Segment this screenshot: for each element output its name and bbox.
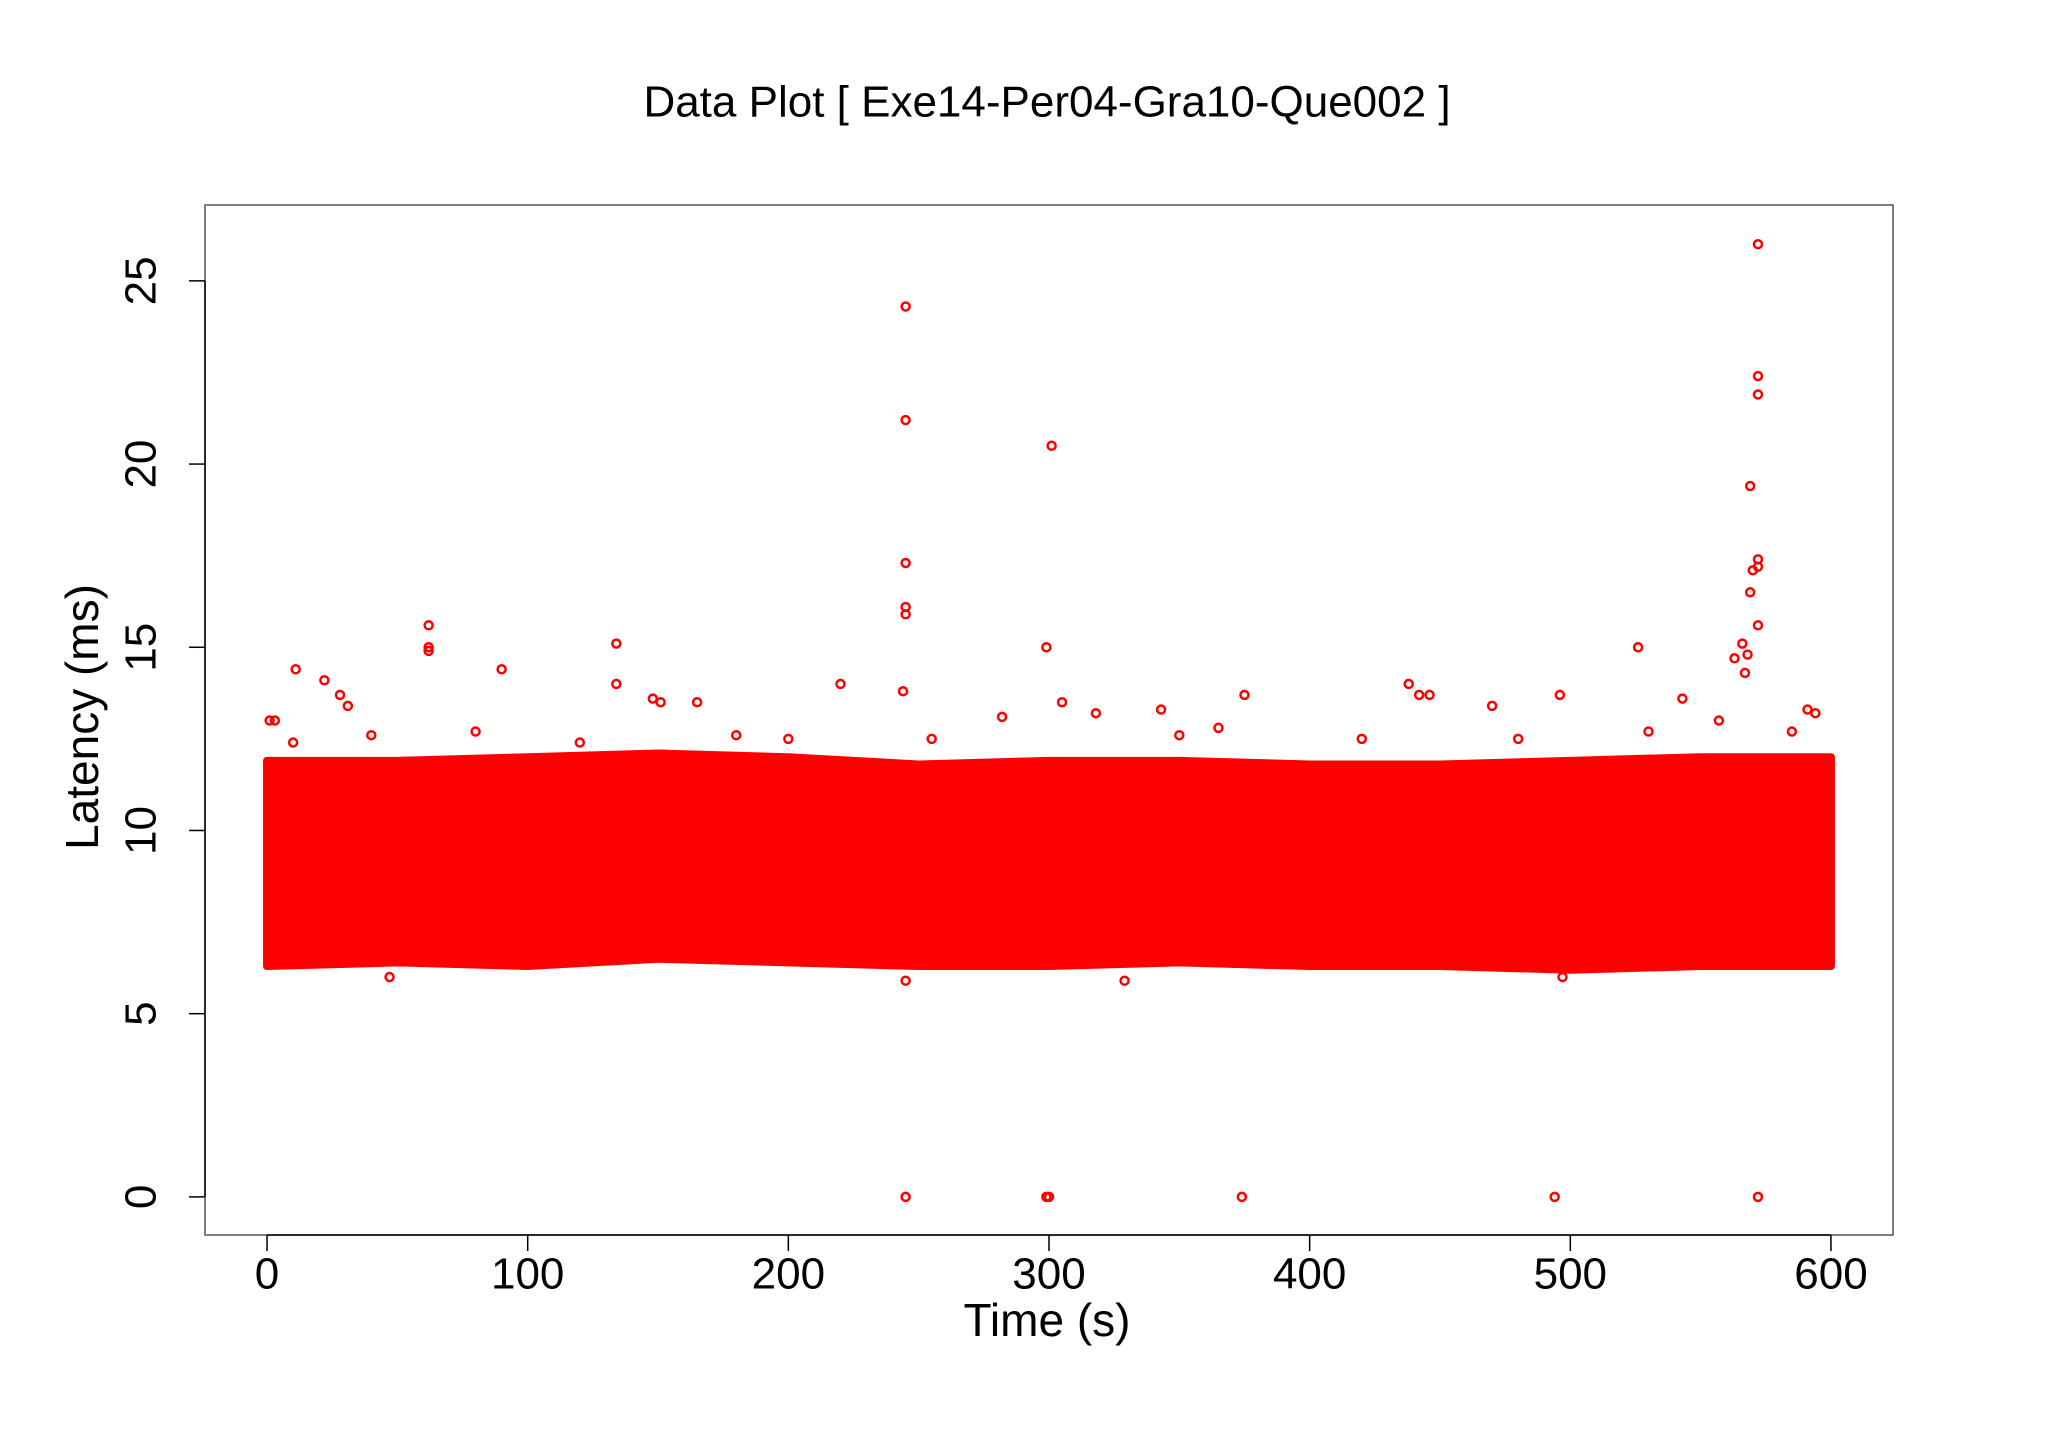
point bbox=[900, 557, 911, 569]
point bbox=[655, 696, 666, 708]
x-axis-label: Time (s) bbox=[964, 1294, 1131, 1346]
point bbox=[1643, 726, 1654, 737]
point bbox=[319, 674, 330, 686]
point bbox=[423, 620, 434, 631]
point bbox=[1744, 587, 1756, 598]
point bbox=[423, 645, 434, 657]
point bbox=[1752, 238, 1764, 250]
y-tick-label: 0 bbox=[117, 1185, 166, 1209]
point bbox=[900, 414, 911, 426]
point bbox=[366, 729, 377, 741]
x-tick-label: 500 bbox=[1534, 1250, 1607, 1299]
point bbox=[1043, 1191, 1055, 1203]
point bbox=[1752, 370, 1764, 382]
x-tick-label: 100 bbox=[491, 1250, 564, 1299]
point bbox=[334, 689, 346, 701]
point bbox=[1739, 667, 1751, 679]
point bbox=[647, 693, 659, 704]
chart-title: Data Plot [ Exe14-Per04-Gra10-Que002 ] bbox=[643, 78, 1450, 127]
point bbox=[900, 301, 911, 312]
x-tick-label: 600 bbox=[1794, 1250, 1867, 1299]
point-cloud bbox=[263, 749, 1835, 974]
point bbox=[1752, 620, 1764, 631]
point bbox=[470, 726, 481, 737]
point bbox=[264, 715, 275, 726]
point bbox=[1786, 726, 1798, 737]
y-tick-label: 5 bbox=[117, 1001, 166, 1025]
point bbox=[900, 1191, 911, 1203]
point bbox=[1413, 689, 1425, 701]
point bbox=[1729, 653, 1740, 664]
point bbox=[783, 733, 794, 745]
point bbox=[1554, 689, 1566, 701]
y-tick-label: 10 bbox=[117, 806, 166, 855]
point bbox=[1744, 480, 1756, 492]
point bbox=[1632, 642, 1644, 653]
point bbox=[1747, 565, 1759, 576]
point bbox=[342, 700, 354, 712]
y-tick-label: 25 bbox=[117, 256, 166, 305]
point bbox=[1752, 389, 1764, 400]
point bbox=[496, 664, 507, 675]
point bbox=[384, 971, 395, 983]
point bbox=[269, 715, 281, 726]
point bbox=[1119, 975, 1130, 986]
point bbox=[1810, 707, 1821, 719]
point bbox=[287, 737, 299, 748]
point bbox=[1090, 707, 1102, 719]
y-tick-label: 20 bbox=[117, 440, 166, 489]
point bbox=[1737, 638, 1748, 649]
point bbox=[900, 975, 911, 986]
point bbox=[574, 737, 586, 748]
point bbox=[1677, 693, 1688, 704]
point bbox=[691, 696, 703, 708]
point bbox=[1239, 689, 1250, 701]
point bbox=[1557, 971, 1568, 983]
x-tick-label: 200 bbox=[752, 1250, 825, 1299]
point bbox=[423, 642, 434, 653]
x-tick-label: 300 bbox=[1012, 1250, 1085, 1299]
point bbox=[835, 678, 846, 690]
point bbox=[611, 678, 622, 690]
point bbox=[1549, 1191, 1560, 1203]
point bbox=[1802, 704, 1813, 715]
point bbox=[996, 711, 1008, 723]
point bbox=[897, 685, 909, 697]
point bbox=[1056, 696, 1068, 708]
point bbox=[1486, 700, 1498, 712]
y-axis-label: Latency (ms) bbox=[56, 584, 108, 850]
point bbox=[1213, 722, 1224, 734]
point bbox=[900, 609, 911, 620]
point bbox=[1174, 729, 1185, 741]
point bbox=[926, 733, 937, 745]
point bbox=[1236, 1191, 1248, 1203]
point bbox=[1046, 440, 1057, 451]
y-tick-label: 15 bbox=[117, 623, 166, 672]
point bbox=[1155, 704, 1167, 715]
point bbox=[1356, 733, 1368, 745]
point bbox=[1041, 642, 1052, 653]
point bbox=[611, 638, 622, 649]
point bbox=[290, 664, 301, 675]
point bbox=[1424, 689, 1435, 701]
point bbox=[1713, 715, 1725, 726]
point bbox=[730, 729, 742, 741]
point bbox=[1512, 733, 1524, 745]
x-tick-label: 0 bbox=[255, 1250, 279, 1299]
x-tick-label: 400 bbox=[1273, 1250, 1346, 1299]
point bbox=[1752, 1191, 1764, 1203]
point bbox=[1403, 678, 1414, 690]
point bbox=[1742, 649, 1753, 660]
